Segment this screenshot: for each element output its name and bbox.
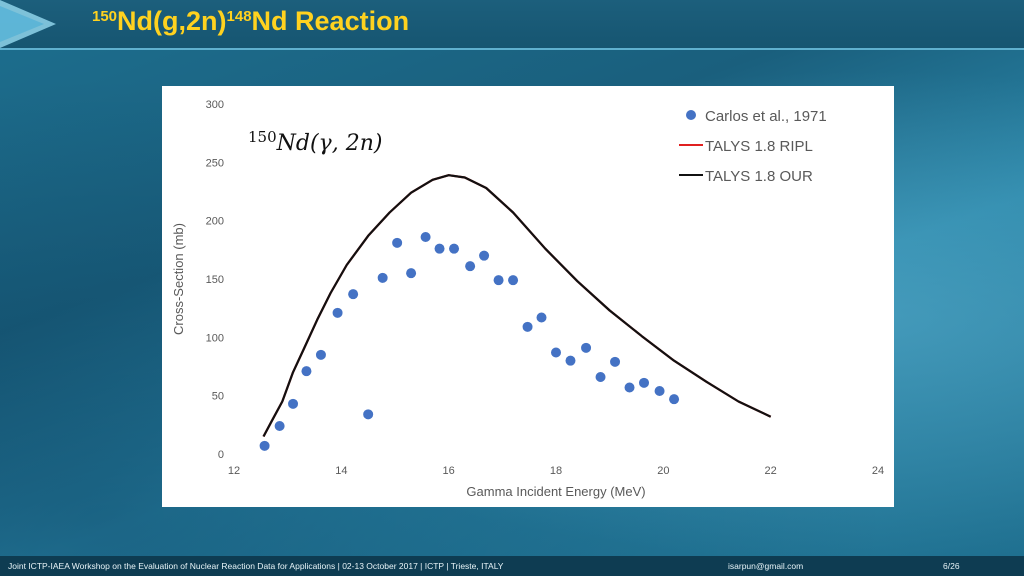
y-tick-label: 150 — [206, 274, 224, 286]
reaction-annotation: 150Nd(γ, 2n) — [248, 128, 382, 156]
annotation-reaction: Nd(γ, 2n) — [276, 131, 383, 156]
footer-page-number: 6/26 — [943, 561, 960, 571]
data-point-carlos — [508, 275, 519, 286]
data-point-carlos — [406, 268, 417, 279]
legend-marker-carlos — [686, 110, 696, 120]
legend-label: TALYS 1.8 OUR — [705, 168, 813, 185]
data-point-carlos — [581, 342, 592, 353]
data-point-carlos — [363, 409, 374, 420]
data-point-carlos — [348, 289, 359, 300]
data-point-carlos — [274, 421, 285, 431]
y-tick-label: 50 — [212, 391, 224, 403]
data-point-carlos — [301, 366, 312, 377]
data-point-carlos — [565, 355, 576, 366]
legend-label: TALYS 1.8 RIPL — [705, 138, 813, 155]
data-point-carlos — [624, 382, 635, 393]
cross-section-chart: 12 14 16 18 20 22 24 0 50 100 150 200 250 300 Gamma In… — [171, 99, 884, 499]
data-point-carlos — [465, 261, 476, 272]
y-tick-label: 200 — [206, 216, 224, 228]
x-axis-label: Gamma Incident Energy (MeV) — [466, 484, 645, 499]
title-product: Nd Reaction — [251, 6, 410, 36]
x-tick-label: 16 — [443, 465, 455, 477]
slide-header: 150Nd(g,2n)148Nd Reaction — [0, 0, 1024, 50]
title-mass-150: 150 — [92, 8, 118, 25]
data-point-carlos — [288, 398, 299, 409]
slide-title: 150Nd(g,2n)148Nd Reaction — [92, 6, 409, 37]
series-line-talys-ripl — [262, 174, 772, 438]
y-axis-label: Cross-Section (mb) — [171, 223, 186, 335]
data-point-carlos — [639, 377, 650, 388]
data-point-carlos — [654, 386, 665, 396]
legend-label: Carlos et al., 1971 — [705, 108, 827, 125]
title-mass-148: 148 — [226, 8, 252, 25]
x-tick-label: 20 — [657, 465, 669, 477]
data-point-carlos — [522, 321, 533, 332]
title-reaction: Nd(g,2n) — [117, 6, 227, 36]
data-point-carlos — [493, 275, 504, 286]
data-point-carlos — [392, 237, 403, 248]
data-point-carlos — [479, 250, 490, 261]
data-point-carlos — [595, 372, 606, 382]
x-tick-label: 12 — [228, 465, 240, 477]
data-point-carlos — [434, 243, 445, 254]
data-point-carlos — [610, 356, 621, 367]
footer-email: isarpun@gmail.com — [728, 561, 804, 571]
y-tick-label: 250 — [206, 157, 224, 169]
header-triangle-icon — [0, 0, 56, 48]
data-point-carlos — [377, 272, 388, 283]
y-tick-label: 0 — [218, 449, 224, 461]
data-point-carlos — [449, 243, 460, 254]
y-tick-label: 300 — [206, 99, 224, 111]
x-tick-label: 24 — [872, 465, 884, 477]
y-tick-label: 100 — [206, 332, 224, 344]
x-tick-label: 14 — [335, 465, 347, 477]
x-tick-label: 22 — [765, 465, 777, 477]
footer-bar: Joint ICTP-IAEA Workshop on the Evaluati… — [0, 556, 1024, 576]
data-point-carlos — [420, 232, 431, 242]
data-point-carlos — [551, 347, 561, 358]
data-point-carlos — [315, 349, 326, 360]
x-tick-label: 18 — [550, 465, 562, 477]
data-point-carlos — [259, 440, 270, 451]
chart-panel: 12 14 16 18 20 22 24 0 50 100 150 200 250 300 Gamma In… — [162, 86, 894, 507]
data-point-carlos — [536, 312, 547, 323]
annotation-mass-number: 150 — [248, 128, 277, 146]
footer-workshop: Joint ICTP-IAEA Workshop on the Evaluati… — [8, 561, 504, 571]
series-line-talys-our — [262, 174, 772, 438]
data-point-carlos — [669, 394, 680, 405]
data-point-carlos — [332, 307, 343, 318]
